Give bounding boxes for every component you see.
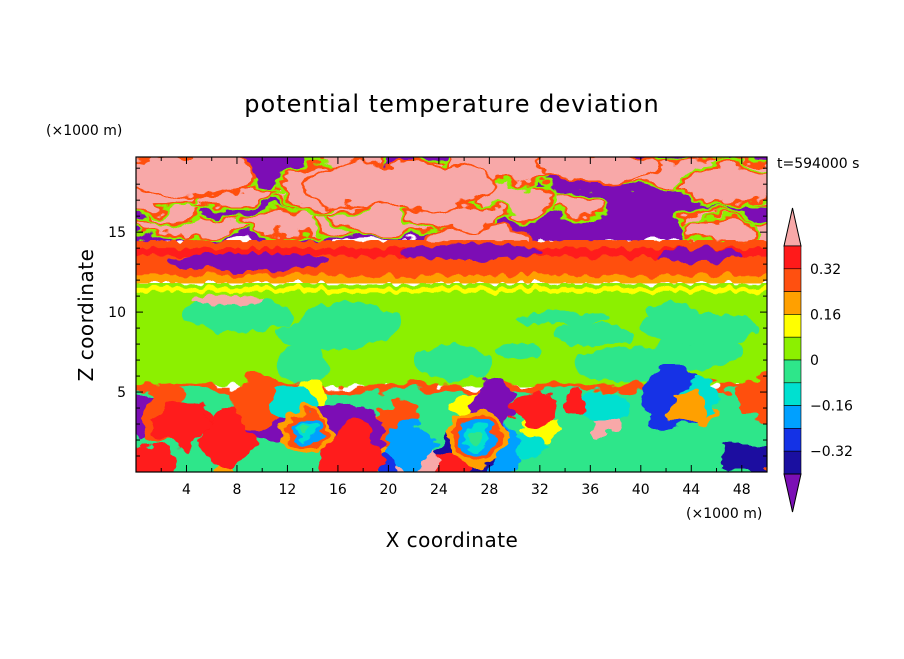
x-tick-label: 20 xyxy=(379,482,397,498)
contour-patch xyxy=(385,425,434,472)
contour-patch xyxy=(647,302,699,325)
x-tick-label: 40 xyxy=(632,482,650,498)
colorbar-bin xyxy=(783,336,802,361)
contour-patch xyxy=(512,389,556,428)
x-tick-label: 36 xyxy=(581,482,599,498)
colorbar-bin xyxy=(783,245,802,270)
colorbar-extend-min xyxy=(783,473,802,513)
y-axis: 5 10 15 xyxy=(108,167,767,457)
x-tick-label: 28 xyxy=(480,482,498,498)
contour-streak xyxy=(136,384,767,391)
contour-patch xyxy=(180,298,293,332)
x-tick-label: 24 xyxy=(430,482,448,498)
contour-patch xyxy=(136,444,180,472)
contour-patch xyxy=(495,343,543,360)
contour-patch xyxy=(578,390,631,427)
contour-patch xyxy=(278,342,324,385)
contour-patch xyxy=(170,253,330,271)
contour-patch xyxy=(154,400,208,446)
contour-streak xyxy=(136,287,767,293)
x-tick-label: 8 xyxy=(232,482,241,498)
contour-patch xyxy=(136,157,250,195)
contour-patch xyxy=(409,204,508,229)
contour-field xyxy=(136,157,767,472)
contour-patch xyxy=(512,311,609,326)
colorbar-bin xyxy=(783,314,802,338)
contour-patch xyxy=(684,168,767,202)
contour-patch xyxy=(565,390,588,411)
colorbar-tick-label: 0.32 xyxy=(810,262,841,278)
x-tick-label: 48 xyxy=(733,482,751,498)
x-tick-label: 16 xyxy=(329,482,347,498)
contour-patch xyxy=(230,375,284,430)
x-tick-label: 4 xyxy=(182,482,191,498)
contour-patch xyxy=(599,345,667,381)
contour-patch xyxy=(193,295,263,305)
plot-frame xyxy=(135,156,768,473)
y-axis-label: Z coordinate xyxy=(74,249,98,382)
colorbar-extend-max xyxy=(783,207,802,247)
colorbar-tick-label: 0.16 xyxy=(810,307,841,323)
x-axis: 4 8 12 16 20 24 28 32 36 40 44 48 xyxy=(160,157,751,498)
y-tick-label: 5 xyxy=(117,385,126,401)
y-tick-label: 10 xyxy=(108,305,126,321)
contour-patch xyxy=(735,376,767,421)
contour-patch xyxy=(413,344,491,380)
y-unit-label: (×1000 m) xyxy=(46,123,122,139)
contour-patch xyxy=(470,432,482,444)
colorbar: 0.32 0.16 0 −0.16 −0.32 xyxy=(783,207,853,513)
colorbar-bin xyxy=(783,405,802,429)
contour-patch xyxy=(515,435,545,455)
chart-title: potential temperature deviation xyxy=(244,90,659,118)
colorbar-bin xyxy=(783,450,802,475)
contour-patch xyxy=(295,314,345,335)
contour-patch xyxy=(666,394,707,424)
contour-patch xyxy=(300,425,310,435)
contour-patch xyxy=(202,412,253,471)
contour-patch xyxy=(400,244,540,260)
x-tick-label: 12 xyxy=(279,482,297,498)
contour-patch xyxy=(719,439,767,472)
time-label: t=594000 s xyxy=(777,156,859,172)
colorbar-tick-label: −0.32 xyxy=(810,444,853,460)
colorbar-bin xyxy=(783,268,802,292)
colorbar-tick-label: −0.16 xyxy=(810,399,853,415)
warm-band-edge xyxy=(136,275,767,284)
contour-patch xyxy=(684,220,753,241)
upper-region xyxy=(136,157,767,260)
x-unit-label: (×1000 m) xyxy=(686,506,762,522)
colorbar-bin xyxy=(783,428,802,452)
contour-patch xyxy=(660,248,740,262)
contour-patch xyxy=(552,323,634,347)
y-tick-label: 15 xyxy=(108,225,126,241)
middle-region xyxy=(136,283,767,388)
contour-patch xyxy=(545,194,604,217)
contour-patch xyxy=(321,425,382,472)
colorbar-bin xyxy=(783,359,802,384)
contour-patch xyxy=(305,163,495,207)
x-tick-label: 44 xyxy=(682,482,700,498)
colorbar-tick-label: 0 xyxy=(810,353,819,369)
x-tick-label: 32 xyxy=(531,482,549,498)
colorbar-bin xyxy=(783,291,802,315)
warm-band xyxy=(136,240,767,284)
x-axis-label: X coordinate xyxy=(386,528,519,552)
contour-patch xyxy=(662,329,725,345)
colorbar-bin xyxy=(783,382,802,406)
boundary-region xyxy=(136,364,767,472)
contour-patch xyxy=(540,157,660,180)
